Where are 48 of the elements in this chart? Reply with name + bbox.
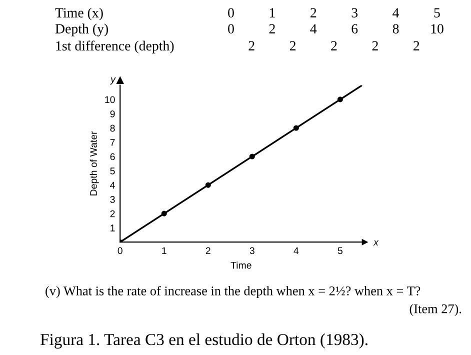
text: x (373, 240, 379, 246)
y-tick-label: 1 (110, 224, 115, 232)
text: 2 (331, 41, 337, 50)
y-tick-label: 2 (110, 210, 115, 218)
text: 4 (310, 24, 317, 34)
text: 10 (431, 24, 444, 34)
text: 0 (228, 24, 234, 34)
text: 2 (290, 41, 296, 50)
point (249, 154, 255, 160)
y-tick-label: 10 (105, 96, 115, 104)
y-axis-title: Depth of Water (90, 131, 99, 196)
point (161, 210, 167, 216)
text: (Item 27). (410, 304, 462, 316)
text: 4 (392, 8, 400, 18)
text: 8 (392, 24, 399, 34)
y-tick-label: 8 (110, 124, 115, 132)
x-tick-label: 0 (118, 247, 122, 254)
x-tick-label: 2 (206, 247, 210, 254)
y-tick-label: 9 (110, 110, 115, 118)
text: 1st difference (depth) (56, 40, 174, 54)
x-axis-title: Time (230, 262, 252, 269)
text: y (110, 77, 116, 85)
x-tick-label: 4 (294, 247, 299, 254)
text: 2 (269, 24, 275, 34)
text: 2 (414, 41, 420, 50)
point (337, 96, 343, 102)
text: Depth (y) (55, 24, 108, 36)
text: (v) What is the rate of increase in the depth when x = 2½? when x = T? (46, 286, 420, 298)
y-tick-label: 7 (110, 139, 115, 146)
text: 3 (352, 8, 358, 18)
text: Time (x) (55, 8, 103, 20)
text: 2 (248, 41, 254, 50)
y-tick-label: 5 (110, 168, 115, 174)
x-tick-label: 1 (162, 247, 166, 254)
y-tick-label: 4 (110, 182, 115, 189)
x-tick-label: 5 (338, 247, 342, 254)
text: 6 (352, 24, 358, 34)
text: 0 (228, 8, 234, 18)
text: 2 (372, 41, 378, 50)
text: 2 (310, 8, 316, 18)
text: Figura 1. Tarea C3 en el estudio de Orton (1983). (40, 333, 368, 349)
y-tick-label: 3 (110, 196, 115, 203)
y-tick-label: 6 (110, 153, 115, 160)
text: 5 (434, 8, 440, 18)
text: 1 (270, 8, 275, 18)
x-tick-label: 3 (250, 247, 254, 254)
point (205, 182, 211, 188)
point (293, 125, 299, 131)
